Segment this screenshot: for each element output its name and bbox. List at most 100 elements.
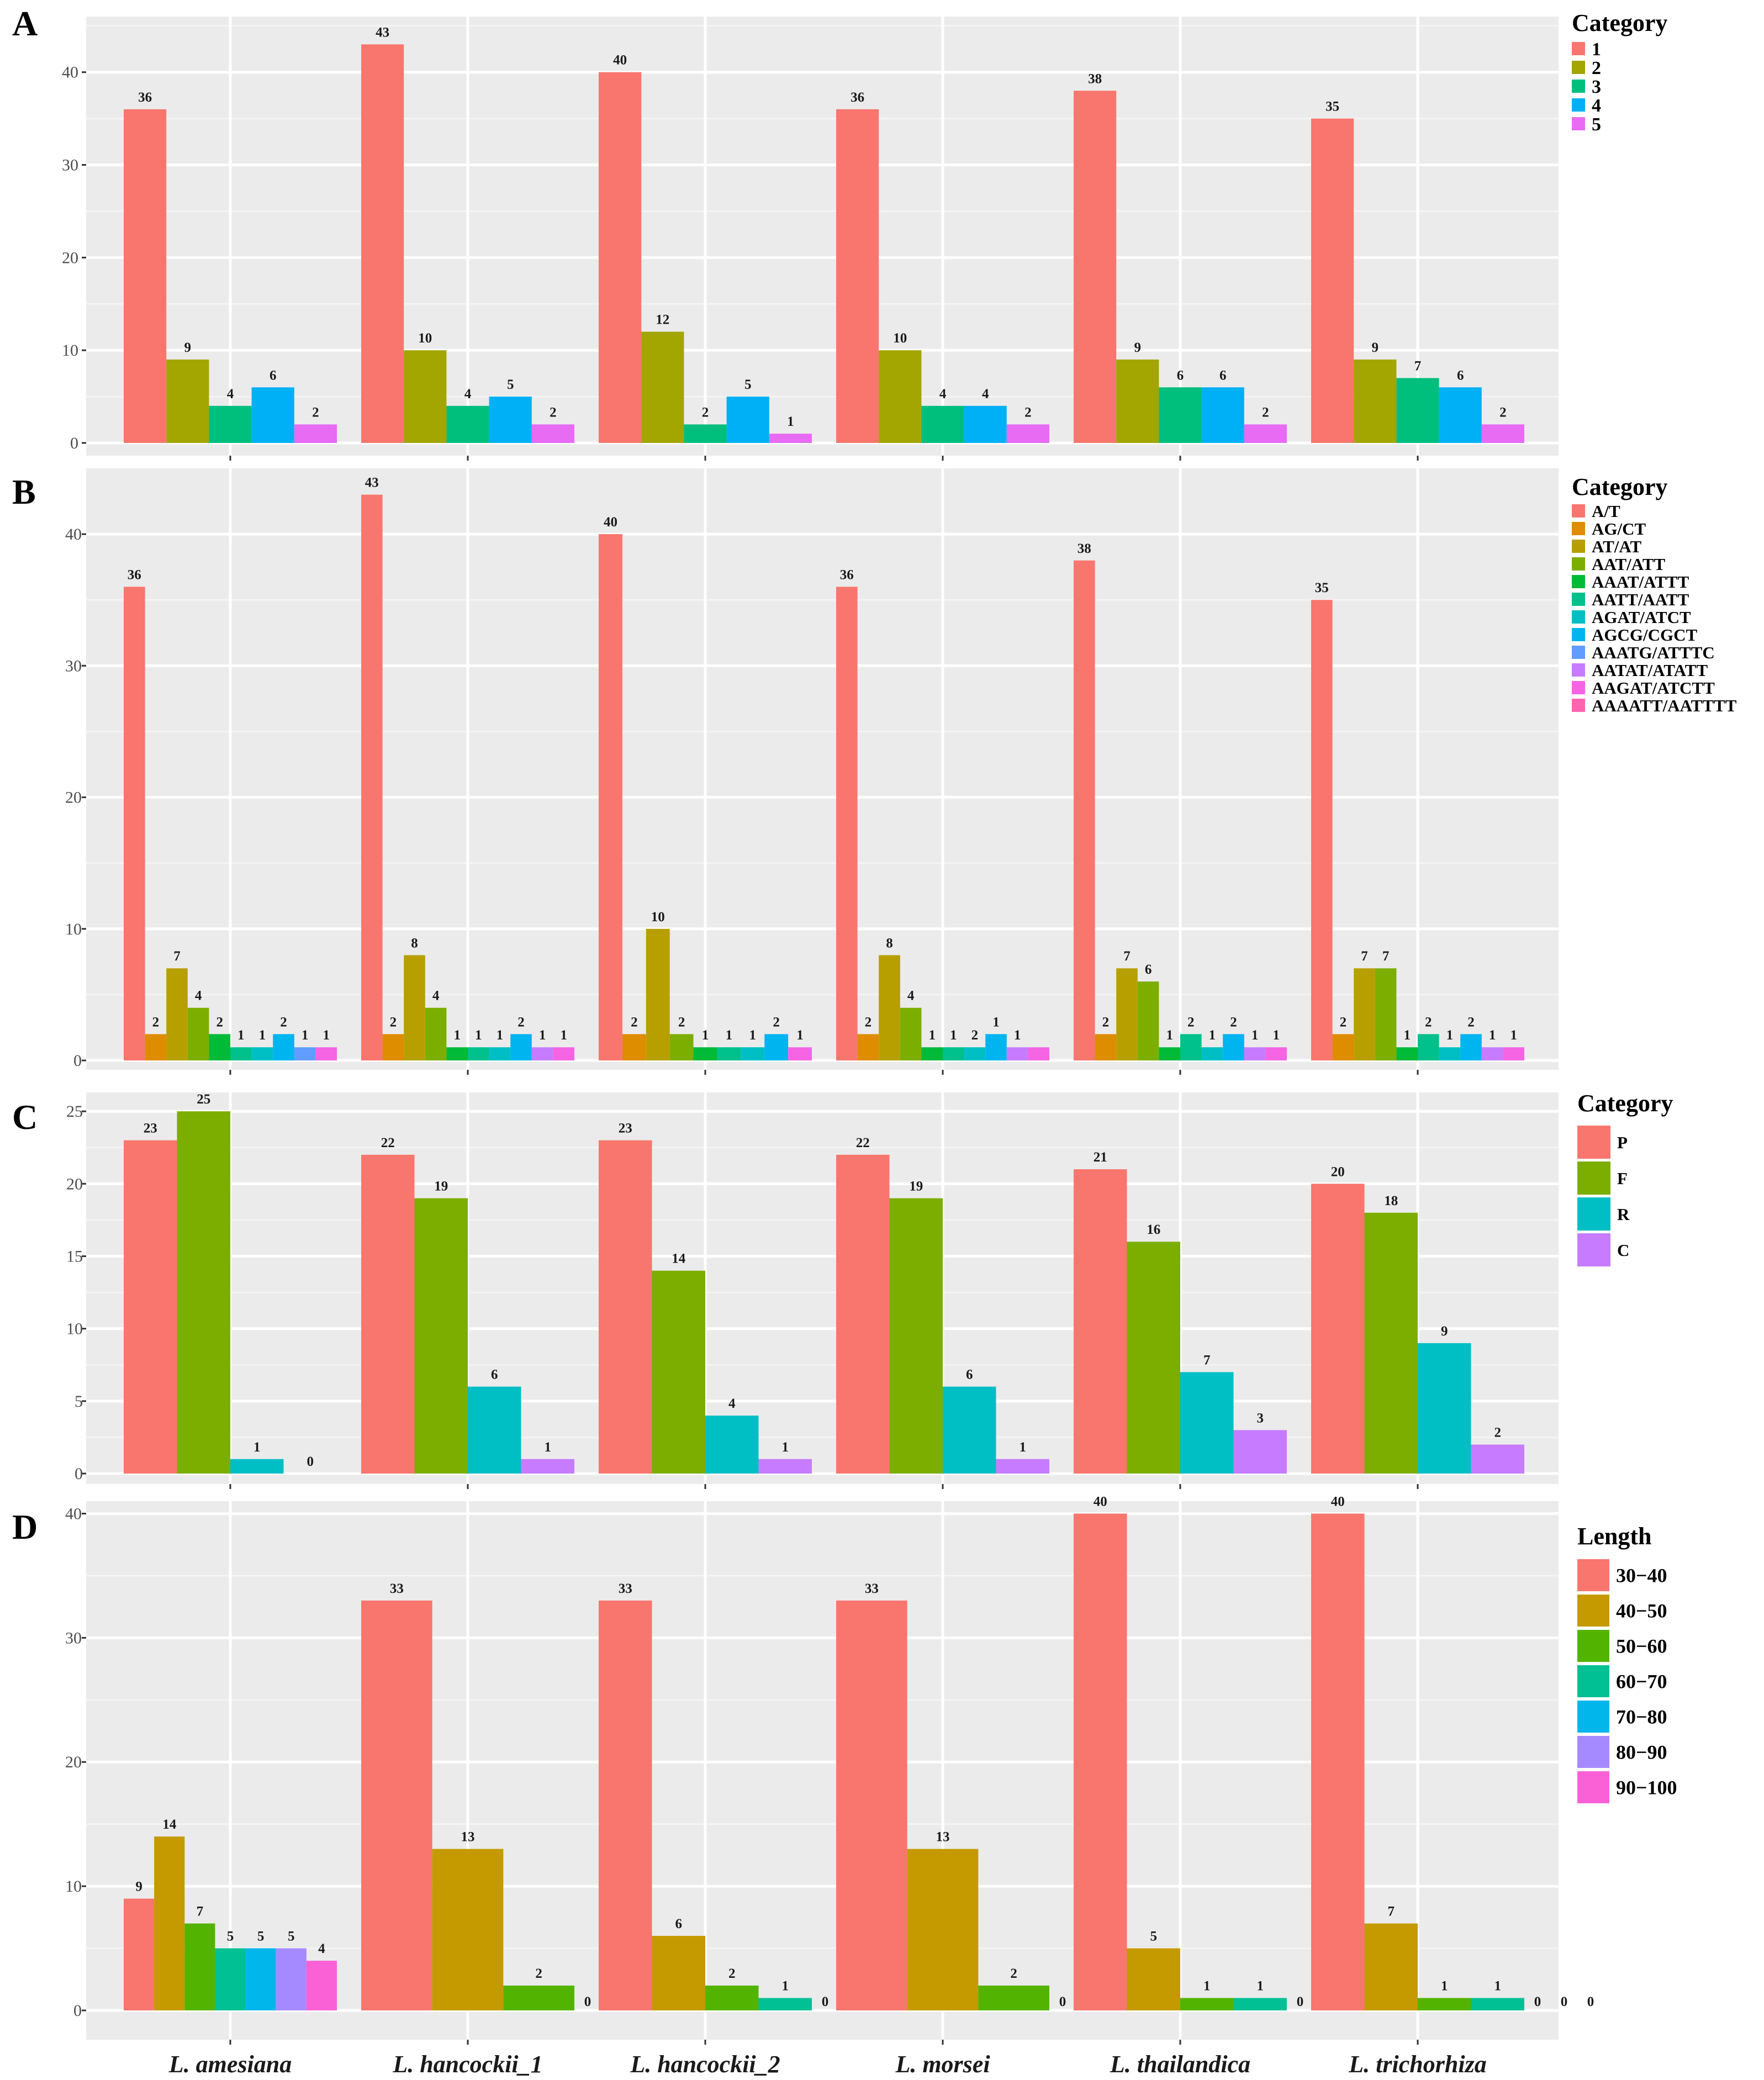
data-label: 6 <box>675 1917 683 1931</box>
y-tick-label: 20 <box>65 789 82 807</box>
legend-swatch <box>1572 557 1585 571</box>
bar <box>276 1948 307 2010</box>
bar <box>964 405 1007 443</box>
data-label: 6 <box>1219 368 1227 383</box>
legend-swatch <box>1572 117 1585 130</box>
data-label: 1 <box>259 1028 266 1043</box>
bar <box>294 1047 316 1060</box>
bar <box>1265 1047 1287 1060</box>
data-label: 7 <box>1203 1353 1211 1368</box>
bar <box>705 1986 759 2010</box>
bar <box>1233 1998 1287 2010</box>
bar <box>985 1034 1007 1060</box>
x-tick-label: L. morsei <box>895 2051 990 2078</box>
data-label: 21 <box>1094 1150 1107 1165</box>
y-tick-label: 20 <box>62 249 78 267</box>
legend-label: 50−60 <box>1616 1635 1667 1657</box>
x-tick-label: L. hancockii_2 <box>630 2051 780 2078</box>
bar <box>425 1007 447 1060</box>
bar <box>1311 1184 1365 1474</box>
bar <box>641 331 684 443</box>
data-label: 35 <box>1315 580 1329 595</box>
data-label: 1 <box>1020 1440 1027 1455</box>
legend-swatch <box>1572 628 1585 641</box>
y-tick-label: 5 <box>75 1392 83 1411</box>
bar <box>1116 359 1159 443</box>
data-label: 13 <box>461 1830 475 1845</box>
legend-swatch <box>1577 1630 1609 1662</box>
legend-swatch <box>1577 1665 1609 1697</box>
bar <box>1074 1169 1127 1474</box>
panel-letter: C <box>12 1097 38 1137</box>
data-label: 1 <box>1166 1028 1173 1043</box>
bar <box>758 1459 812 1474</box>
data-label: 5 <box>507 377 514 392</box>
data-label: 2 <box>1262 405 1269 420</box>
data-label: 2 <box>702 405 709 420</box>
bar <box>361 1154 415 1474</box>
data-label: 2 <box>390 1015 397 1030</box>
data-label: 1 <box>560 1028 567 1043</box>
data-label: 2 <box>517 1015 525 1030</box>
bar <box>705 1416 759 1474</box>
data-label: 6 <box>1177 368 1184 383</box>
bar <box>857 1034 879 1060</box>
data-label: 1 <box>950 1028 957 1043</box>
y-tick-label: 0 <box>70 434 78 452</box>
y-tick-label: 40 <box>62 64 78 82</box>
legend-label: 2 <box>1592 58 1601 78</box>
data-label: 1 <box>1441 1979 1448 1994</box>
bar <box>758 1998 812 2010</box>
data-label: 23 <box>144 1121 157 1136</box>
legend-label: 1 <box>1592 39 1601 60</box>
bar <box>184 1923 215 2010</box>
legend-label: 90−100 <box>1616 1777 1677 1799</box>
data-label: 6 <box>491 1368 498 1382</box>
panel-letter: D <box>12 1507 38 1546</box>
data-label: 1 <box>545 1440 552 1455</box>
legend-swatch <box>1572 61 1585 74</box>
bar <box>1418 1998 1471 2010</box>
bar <box>1481 424 1524 443</box>
data-label: 5 <box>257 1929 265 1944</box>
bar <box>1354 359 1397 443</box>
legend-swatch <box>1572 646 1585 659</box>
y-tick-label: 40 <box>65 1504 82 1523</box>
bar <box>1244 1047 1266 1060</box>
bar <box>187 1007 209 1060</box>
data-label: 4 <box>432 989 440 1004</box>
data-label: 1 <box>782 1440 789 1455</box>
legend-label: 60−70 <box>1616 1671 1667 1693</box>
y-tick-label: 30 <box>65 657 82 675</box>
legend-title: Category <box>1572 473 1668 500</box>
bar <box>1503 1047 1524 1060</box>
data-label: 36 <box>138 90 152 105</box>
data-label: 9 <box>1134 340 1142 355</box>
data-label: 33 <box>865 1581 879 1596</box>
y-tick-label: 25 <box>66 1102 83 1121</box>
legend-label: R <box>1617 1205 1630 1224</box>
data-label: 4 <box>318 1941 325 1956</box>
data-label: 7 <box>197 1904 204 1919</box>
data-label: 2 <box>1494 1426 1502 1440</box>
bar <box>382 1034 404 1060</box>
bar <box>836 1154 890 1474</box>
y-tick-label: 15 <box>66 1247 83 1265</box>
legend-label: 3 <box>1592 77 1601 97</box>
y-tick-label: 40 <box>65 525 82 543</box>
data-label: 38 <box>1088 71 1102 86</box>
bar <box>879 350 922 443</box>
data-label: 6 <box>1457 368 1464 383</box>
bar <box>1311 1513 1365 2010</box>
legend-swatch <box>1572 663 1585 677</box>
legend-title: Category <box>1577 1090 1673 1117</box>
legend-label: 70−80 <box>1616 1706 1667 1728</box>
y-tick-label: 20 <box>66 1175 83 1193</box>
data-label: 16 <box>1147 1222 1160 1237</box>
bar <box>553 1047 574 1060</box>
x-tick-label: L. amesiana <box>168 2051 292 2078</box>
bar <box>1481 1047 1503 1060</box>
data-label: 9 <box>1441 1324 1448 1339</box>
